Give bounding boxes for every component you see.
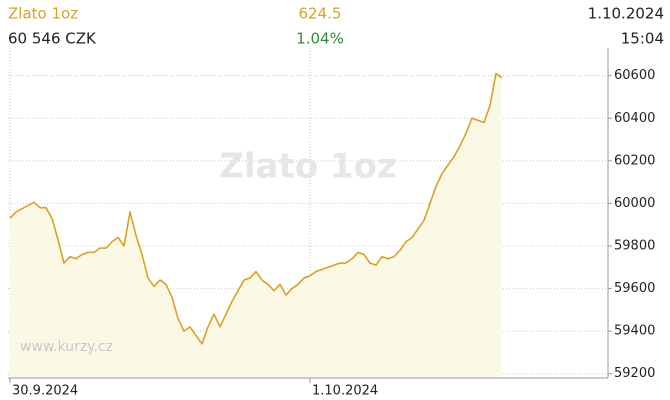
y-tick-label: 59400 xyxy=(614,324,655,339)
y-tick-label: 59800 xyxy=(614,239,655,254)
change: 1.04% xyxy=(296,30,344,48)
watermark: Zlato 1oz xyxy=(219,147,397,187)
y-tick-label: 60000 xyxy=(614,196,655,211)
chart-title: Zlato 1oz xyxy=(8,5,78,23)
czk: 60 546 CZK xyxy=(8,30,97,48)
price: 624.5 xyxy=(299,5,342,23)
x-tick-label: 1.10.2024 xyxy=(312,384,378,399)
y-tick-label: 60600 xyxy=(614,68,655,83)
time: 15:04 xyxy=(621,30,664,48)
x-tick-label: 30.9.2024 xyxy=(12,384,78,399)
y-tick-label: 59600 xyxy=(614,281,655,296)
y-tick-label: 60200 xyxy=(614,153,655,168)
date: 1.10.2024 xyxy=(588,5,664,23)
area xyxy=(10,73,502,378)
line xyxy=(9,72,503,345)
y-tick-label: 59200 xyxy=(614,366,655,381)
y-tick-label: 60400 xyxy=(614,111,655,126)
source: www.kurzy.cz xyxy=(20,339,113,355)
